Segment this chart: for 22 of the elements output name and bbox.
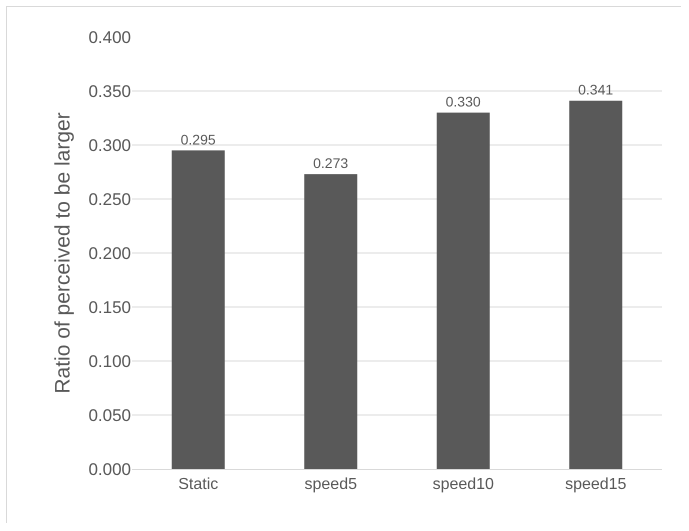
bar <box>172 150 225 469</box>
x-tick-label: speed5 <box>304 476 358 494</box>
y-tick-label: 0.000 <box>88 460 131 479</box>
y-tick-label: 0.350 <box>88 82 131 101</box>
x-tick-label: Static <box>178 476 218 494</box>
y-tick-label: 0.200 <box>88 244 131 263</box>
y-tick-label: 0.100 <box>88 352 131 371</box>
y-tick-label: 0.400 <box>88 28 131 47</box>
y-tick-label: 0.300 <box>88 136 131 155</box>
bar <box>436 112 490 469</box>
data-label: 0.273 <box>313 155 348 172</box>
y-tick-label: 0.150 <box>88 298 131 317</box>
y-tick-label: 0.250 <box>88 190 131 209</box>
data-label: 0.295 <box>180 131 216 148</box>
bar <box>569 100 622 469</box>
x-tick-label: speed15 <box>565 476 627 494</box>
y-axis-title: Ratio of perceived to be larger <box>52 112 75 394</box>
data-label: 0.341 <box>578 82 614 98</box>
x-tick-label: speed10 <box>432 476 494 494</box>
y-tick-label: 0.050 <box>88 406 131 425</box>
bar <box>304 174 358 469</box>
data-label: 0.330 <box>446 94 481 110</box>
